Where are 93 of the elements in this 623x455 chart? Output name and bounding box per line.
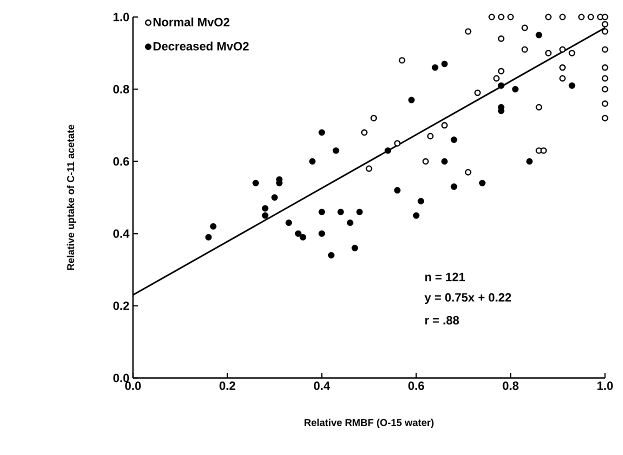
legend-label: Normal MvO2 [154,18,230,26]
point [370,114,377,122]
point [309,158,316,165]
point [412,212,420,219]
point [602,46,608,53]
point [479,180,486,186]
point [588,14,594,20]
point [568,82,576,89]
point [464,168,472,176]
point [394,140,401,147]
point [427,132,434,140]
point [536,104,542,110]
point [262,212,268,219]
point [205,234,212,240]
point [286,220,292,226]
point [498,68,504,74]
point [318,129,326,136]
point [422,158,429,165]
point [271,194,278,201]
point [441,158,448,165]
point [366,165,372,172]
x-tick-label: 0.6 [408,382,424,390]
point [356,208,363,216]
point [498,14,504,20]
annotation: n = 121 [425,272,465,282]
point [578,14,585,20]
annotation: r = .88 [425,316,459,324]
point [602,28,608,35]
point [507,14,514,20]
point [450,183,458,190]
y-tick-label: 0.2 [113,302,130,310]
point [441,60,448,68]
point [493,75,500,82]
point [602,75,608,82]
point [559,75,566,82]
point [498,82,504,89]
point [559,64,566,71]
point [512,86,519,92]
point [488,14,495,20]
point [384,147,392,154]
point [474,90,481,96]
point [337,208,344,216]
y-tick-label: 1.0 [114,12,129,22]
point [418,198,424,204]
point [450,136,458,143]
point [602,86,608,92]
y-tick-label: 0.8 [113,84,130,94]
point [408,96,415,104]
point [328,252,334,258]
x-tick-label: 0.0 [125,382,141,390]
point [602,14,608,20]
point [432,64,438,71]
point [210,223,216,230]
y-axis-title: Relative uptake of C-11 acetate [66,124,76,270]
point [318,230,326,237]
y-tick-label: 0.0 [113,374,129,382]
point [346,220,354,226]
point [398,57,406,64]
point [394,187,401,194]
point [522,46,528,53]
point [602,100,608,107]
point [294,230,302,237]
x-tick-label: 1.0 [597,382,613,390]
point [252,180,259,186]
point [300,234,306,240]
x-tick-label: 0.2 [220,382,236,390]
point [464,28,472,35]
y-tick-label: 0.6 [113,157,130,166]
point [522,24,528,32]
point [602,20,608,28]
point [602,64,608,71]
point [332,147,340,154]
point [536,32,542,38]
annotation: y = 0.75x + 0.22 [424,293,512,304]
x-tick-label: 0.4 [314,382,330,390]
point [318,208,326,216]
point [262,205,268,212]
point [498,35,504,42]
legend-label: Decreased MvO2 [154,42,249,50]
point [545,50,552,56]
point [361,129,368,136]
point [568,50,576,56]
point [526,158,533,165]
y-tick-label: 0.4 [113,229,130,238]
point [559,14,566,20]
x-axis-title: Relative RMBF (O-15 water) [304,418,434,428]
point [441,122,448,129]
point [545,14,552,20]
point [540,147,547,154]
point [559,46,566,53]
x-tick-label: 0.8 [502,382,519,390]
point [602,114,608,122]
point [352,244,358,252]
